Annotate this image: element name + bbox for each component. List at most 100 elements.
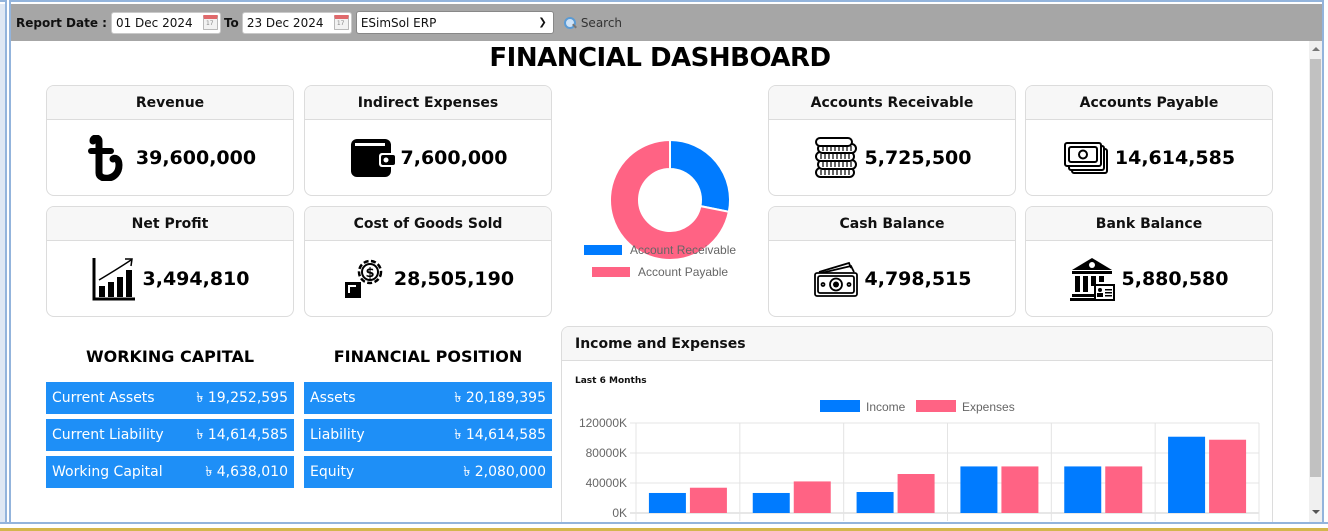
frame-bottom-border — [0, 522, 1328, 531]
net-profit-card: Net Profit 3,494,810 — [46, 206, 294, 317]
donut-slice-account-receivable[interactable] — [669, 138, 731, 213]
income-expenses-bar-chart: 0K 40000K 80000K 120000K Income Expenses — [579, 400, 1260, 521]
indirect-expenses-card: Indirect Expenses 7,600,000 — [304, 85, 552, 196]
bar-income-3[interactable] — [856, 492, 894, 513]
calendar-icon[interactable] — [333, 15, 349, 30]
legend-swatch-income[interactable] — [820, 400, 860, 412]
legend-label-payable: Account Payable — [638, 265, 729, 279]
accounts-payable-card: Accounts Payable 14,614,585 — [1025, 85, 1273, 196]
calendar-icon[interactable] — [202, 15, 218, 30]
card-title: Bank Balance — [1026, 207, 1272, 241]
cash-balance-card: Cash Balance 4,798,515 — [768, 206, 1016, 317]
bar-expenses-1[interactable] — [689, 487, 727, 513]
bank-balance-value: 5,880,580 — [1121, 268, 1229, 290]
bar-income-1[interactable] — [648, 492, 686, 513]
wallet-icon — [349, 135, 395, 181]
stat-value: ৳ 14,614,585 — [196, 427, 288, 443]
frame-status-strip — [0, 528, 1328, 531]
coins-stack-icon — [813, 135, 859, 181]
stat-value: ৳ 20,189,395 — [454, 390, 546, 406]
card-title: Net Profit — [47, 207, 293, 241]
financial-position-row-equity: Equity ৳ 2,080,000 — [304, 456, 552, 488]
cash-balance-value: 4,798,515 — [864, 268, 972, 290]
bar-income-2[interactable] — [752, 492, 790, 513]
receivable-payable-donut-chart — [609, 138, 731, 261]
legend-label-income[interactable]: Income — [866, 400, 906, 414]
chart-subtitle: Last 6 Months — [575, 376, 647, 386]
bar-expenses-4[interactable] — [1001, 466, 1039, 513]
frame-right-border — [1322, 0, 1328, 526]
from-date-input[interactable]: 01 Dec 2024 — [110, 11, 221, 34]
vertical-scrollbar[interactable] — [1309, 41, 1322, 522]
stat-label: Liability — [310, 427, 365, 443]
income-expenses-card: Income and Expenses Last 6 Months 0K 4000… — [561, 326, 1273, 522]
search-button[interactable]: Search — [563, 15, 623, 30]
card-title: Accounts Receivable — [769, 86, 1015, 120]
card-title: Accounts Payable — [1026, 86, 1272, 120]
bar-expenses-3[interactable] — [897, 474, 935, 513]
accounts-receivable-value: 5,725,500 — [864, 147, 972, 169]
bar-income-4[interactable] — [960, 466, 998, 513]
stat-label: Equity — [310, 464, 355, 480]
cogs-value: 28,505,190 — [393, 268, 515, 290]
donut-slice-account-payable[interactable] — [609, 138, 731, 261]
from-date-value: 01 Dec 2024 — [115, 15, 193, 30]
working-capital-title: WORKING CAPITAL — [85, 347, 255, 366]
donut-legend-receivable[interactable]: Account Receivable — [584, 243, 736, 257]
y-tick-label: 120000K — [579, 416, 627, 430]
net-profit-value: 3,494,810 — [142, 268, 250, 290]
growth-chart-icon — [91, 256, 137, 302]
stat-label: Current Liability — [52, 427, 164, 443]
bar-expenses-6[interactable] — [1209, 439, 1247, 513]
cogs-card: Cost of Goods Sold $ 28,505,190 — [304, 206, 552, 317]
svg-text:$: $ — [365, 266, 374, 281]
stat-value: ৳ 2,080,000 — [463, 464, 546, 480]
legend-label-expenses[interactable]: Expenses — [962, 400, 1015, 414]
legend-label-receivable: Account Receivable — [630, 243, 737, 257]
legend-swatch-expenses[interactable] — [916, 400, 956, 412]
scroll-thumb[interactable] — [1310, 59, 1321, 477]
card-title: Indirect Expenses — [305, 86, 551, 120]
frame-left-border — [5, 0, 11, 526]
revenue-value: 39,600,000 — [135, 147, 257, 169]
legend-swatch-receivable — [584, 245, 622, 255]
to-label: To — [223, 15, 239, 30]
card-title: Cost of Goods Sold — [305, 207, 551, 241]
search-label: Search — [580, 15, 623, 30]
chevron-down-icon: ❯ — [538, 17, 547, 28]
bar-expenses-5[interactable] — [1105, 466, 1143, 513]
frame-top-border — [0, 0, 1328, 4]
page-title: FINANCIAL DASHBOARD — [489, 43, 831, 73]
accounts-receivable-card: Accounts Receivable — [768, 85, 1016, 196]
bar-income-5[interactable] — [1064, 466, 1102, 513]
financial-position-row-liability: Liability ৳ 14,614,585 — [304, 419, 552, 451]
indirect-expenses-value: 7,600,000 — [400, 147, 508, 169]
taka-icon — [84, 135, 130, 181]
y-tick-label: 0K — [612, 506, 627, 520]
report-date-label: Report Date : — [16, 15, 107, 30]
donut-legend-payable[interactable]: Account Payable — [592, 265, 728, 279]
bar-income-6[interactable] — [1168, 436, 1206, 513]
filter-toolbar: Report Date : 01 Dec 2024 To 23 Dec 2024… — [11, 4, 1322, 41]
stat-value: ৳ 4,638,010 — [205, 464, 288, 480]
company-select[interactable]: ESimSol ERP ❯ — [355, 11, 554, 34]
to-date-value: 23 Dec 2024 — [246, 15, 324, 30]
chart-title: Income and Expenses — [562, 327, 1272, 361]
dashboard-content: FINANCIAL DASHBOARD Revenue 39,600,000 I… — [11, 41, 1309, 522]
card-title: Cash Balance — [769, 207, 1015, 241]
bank-balance-card: Bank Balance 5,880,580 — [1025, 206, 1273, 317]
stat-value: ৳ 19,252,595 — [196, 390, 288, 406]
y-tick-label: 80000K — [586, 446, 627, 460]
bank-icon — [1069, 256, 1116, 302]
accounts-payable-value: 14,614,585 — [1114, 147, 1236, 169]
cost-gear-box-icon: $ — [342, 256, 388, 302]
scroll-down-arrow-icon[interactable] — [1312, 510, 1320, 514]
working-capital-row-current-liability: Current Liability ৳ 14,614,585 — [46, 419, 294, 451]
company-select-value: ESimSol ERP — [360, 15, 437, 30]
to-date-input[interactable]: 23 Dec 2024 — [241, 11, 352, 34]
financial-position-row-assets: Assets ৳ 20,189,395 — [304, 382, 552, 414]
bar-expenses-2[interactable] — [793, 481, 831, 513]
stat-label: Current Assets — [52, 390, 155, 406]
search-icon — [563, 16, 576, 29]
scroll-up-arrow-icon[interactable] — [1312, 47, 1320, 51]
